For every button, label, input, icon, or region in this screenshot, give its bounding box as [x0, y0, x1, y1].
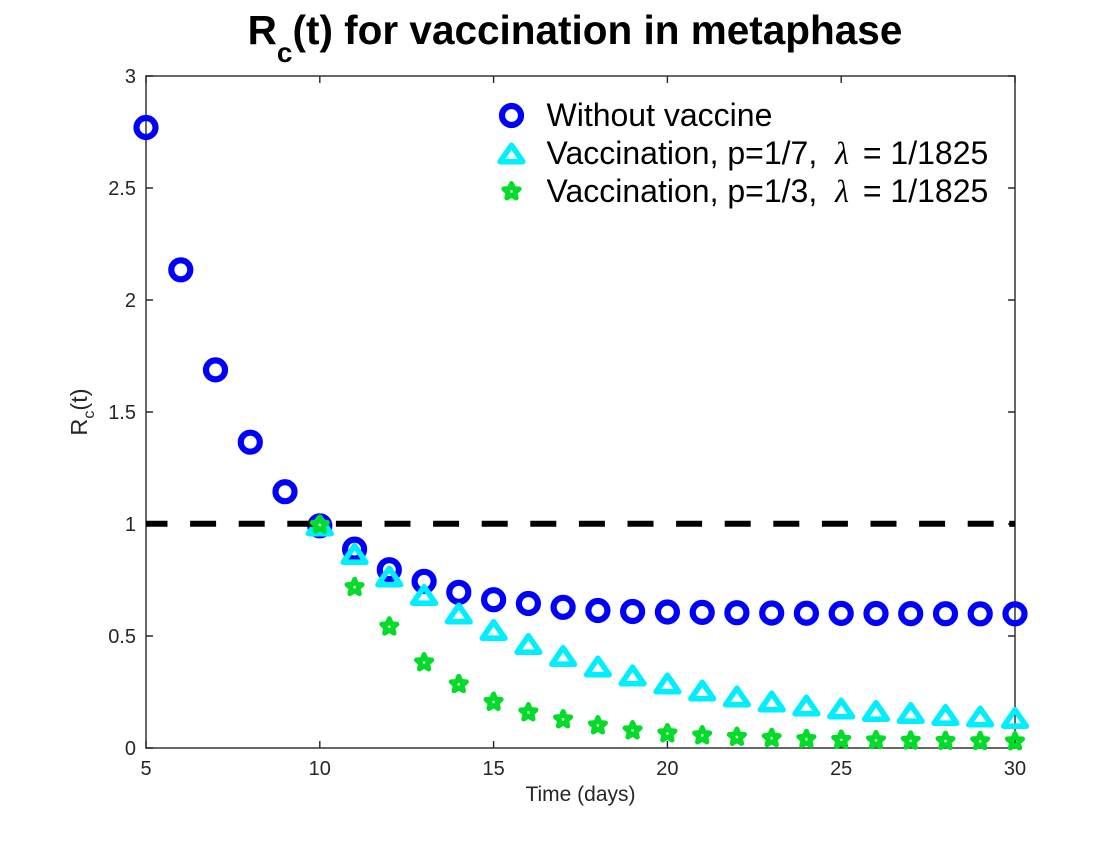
svg-text:Vaccination, p=1/3, λ = 1/1825: Vaccination, p=1/3, λ = 1/1825 [547, 173, 989, 209]
svg-text:Vaccination, p=1/7, λ = 1/1825: Vaccination, p=1/7, λ = 1/1825 [547, 135, 989, 171]
svg-text:Time (days): Time (days) [525, 783, 635, 806]
svg-text:20: 20 [656, 758, 678, 780]
svg-text:25: 25 [830, 758, 852, 780]
svg-text:1: 1 [125, 514, 136, 536]
svg-text:0.5: 0.5 [108, 626, 136, 648]
svg-text:15: 15 [482, 758, 504, 780]
svg-text:10: 10 [309, 758, 331, 780]
svg-text:2: 2 [125, 290, 136, 312]
svg-text:5: 5 [140, 758, 151, 780]
svg-text:3: 3 [125, 66, 136, 88]
svg-text:Without vaccine: Without vaccine [547, 97, 773, 133]
svg-text:2.5: 2.5 [108, 178, 136, 200]
svg-text:1.5: 1.5 [108, 402, 136, 424]
svg-text:0: 0 [125, 738, 136, 760]
svg-text:30: 30 [1004, 758, 1026, 780]
